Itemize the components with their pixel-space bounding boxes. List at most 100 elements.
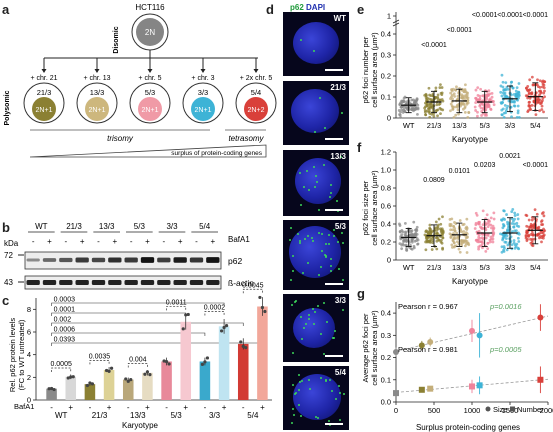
x-tick-label: 5/3 [479,263,489,272]
panel-letter-f: f [357,140,362,155]
nucleus [291,89,339,133]
data-point [489,240,492,244]
p62-focus [317,305,320,308]
p62-focus [342,392,345,395]
data-point [456,108,460,112]
legend-number-marker [510,406,515,412]
data-point [453,105,457,109]
chromosome-gain-label: + 2x chr. 5 [240,75,273,82]
data-point [434,86,438,90]
c-bar [161,361,172,400]
c-pair-bracket [127,363,148,368]
p62-focus [338,419,341,422]
treatment-sign: + [80,237,85,246]
branch-arrow-icon [147,69,153,73]
data-point [524,234,528,237]
data-point [458,219,462,222]
data-point [452,241,456,245]
c-data-point [260,305,265,310]
data-point [516,98,519,102]
data-point [457,247,461,251]
data-point [534,113,538,117]
data-point [461,107,465,111]
chromosome-gain-label: + chr. 13 [83,75,110,82]
p62-focus [324,127,327,130]
data-point [476,110,479,114]
p62-focus [292,407,295,410]
data-point [435,247,439,251]
data-point [512,104,516,108]
p62-focus [297,233,300,236]
c-y-tick-label: 2 [27,373,31,382]
data-point [490,91,494,95]
data-point [463,110,467,114]
c-bar [122,379,134,400]
data-point [429,231,433,234]
e-ylabel-line2: cell surface area (µm²) [370,32,379,108]
p62-focus [329,196,332,199]
x-tick-label: 13/3 [452,121,467,130]
data-point [439,83,442,86]
p62-focus [291,269,294,272]
line-ploidy-label: 2N+1 [89,107,106,114]
scale-bar [325,355,343,357]
p62-focus [300,39,303,42]
p62-focus [323,253,326,256]
data-point [503,240,507,244]
data-point [490,95,494,99]
data-point [434,109,438,113]
p62-focus [311,308,314,311]
p62-focus [324,380,327,383]
data-point [400,105,404,109]
g-size-point [393,349,399,355]
blot-lane-label: WT [35,222,48,231]
data-point [525,231,529,235]
data-point [510,100,514,104]
data-point [500,102,503,105]
micrograph-label: 5/4 [334,368,346,377]
data-point [477,221,481,225]
data-point [491,240,495,244]
data-point [540,240,543,244]
chromosome-gain-label: + chr. 5 [138,75,161,82]
data-point [414,232,418,235]
p-value-label: 0.0101 [449,168,471,175]
line-inner-circle [32,97,56,121]
c-xlabel: Karyotype [122,421,159,430]
c-pair-pvalue: 0.0035 [89,353,111,360]
data-point [510,243,514,247]
data-point [475,213,479,217]
data-point [505,248,509,252]
data-point [536,233,539,236]
p62-focus [333,234,336,237]
c-data-point [90,382,95,386]
data-point [503,103,507,107]
surplus-wedge [29,144,267,158]
c-data-point [126,379,130,383]
c-bar [180,321,192,400]
data-point [428,223,432,227]
data-point [527,218,531,222]
data-point [424,248,428,252]
data-point [540,108,544,111]
data-point [543,95,546,99]
p62-focus [297,388,300,391]
p62-focus [332,228,335,231]
actin-band [26,280,40,285]
data-point [530,243,534,247]
data-point [455,85,458,89]
line-ploidy-label: 2N+2 [248,107,265,114]
micrograph-cell: 3/3 [283,294,349,362]
data-point [467,111,471,114]
data-point [398,113,401,116]
data-point [432,114,436,118]
data-point [525,214,529,218]
data-point [492,211,496,215]
data-point [398,242,402,246]
data-point [502,115,506,119]
data-point [427,97,431,101]
c-wt-bracket [51,302,225,306]
data-point [525,224,529,228]
p62-focus [315,180,318,183]
line-name-label: 3/3 [198,88,208,97]
